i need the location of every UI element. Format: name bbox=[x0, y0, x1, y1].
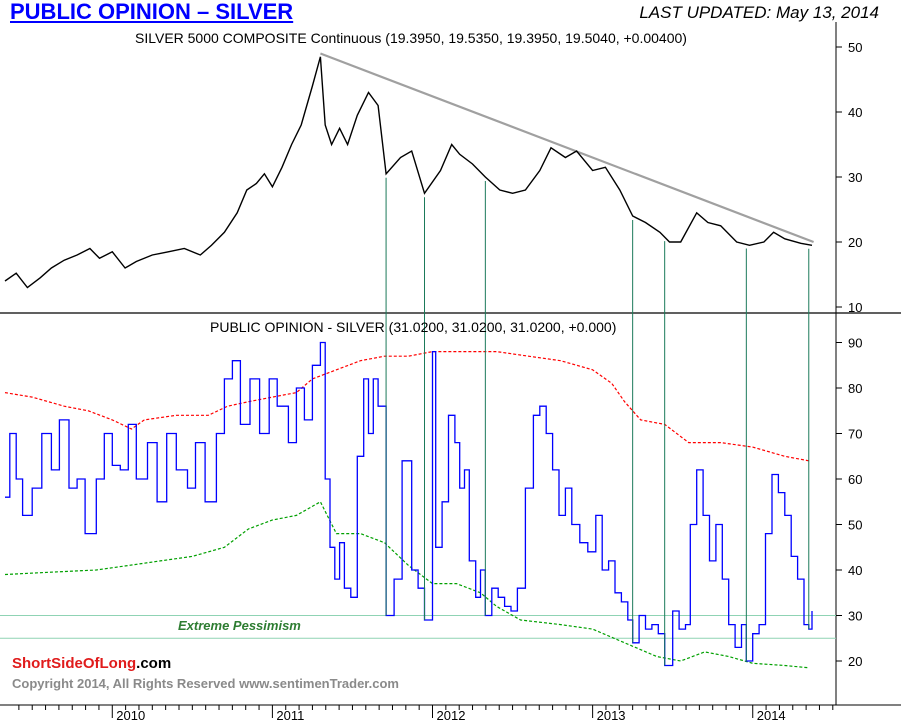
brand-logo: ShortSideOfLong.com bbox=[12, 655, 171, 672]
price-y-tick-label: 30 bbox=[848, 170, 862, 185]
public-opinion-line bbox=[5, 341, 813, 667]
opinion-y-tick-label: 60 bbox=[848, 472, 862, 487]
opinion-y-tick-label: 80 bbox=[848, 381, 862, 396]
resistance-trendline bbox=[320, 52, 814, 244]
page-title: PUBLIC OPINION – SILVER bbox=[10, 0, 294, 24]
price-panel-label: SILVER 5000 COMPOSITE Continuous (19.395… bbox=[135, 30, 687, 46]
last-updated: LAST UPDATED: May 13, 2014 bbox=[639, 3, 879, 22]
x-year-label: 2014 bbox=[757, 708, 786, 723]
x-year-label: 2010 bbox=[116, 708, 145, 723]
price-y-tick-label: 50 bbox=[848, 40, 862, 55]
price-y-tick-label: 10 bbox=[848, 300, 862, 315]
price-y-tick-label: 20 bbox=[848, 235, 862, 250]
x-year-label: 2013 bbox=[597, 708, 626, 723]
opinion-y-tick-label: 70 bbox=[848, 427, 862, 442]
opinion-panel-label: PUBLIC OPINION - SILVER (31.0200, 31.020… bbox=[210, 319, 617, 335]
opinion-y-tick-label: 40 bbox=[848, 563, 862, 578]
opinion-y-tick-label: 50 bbox=[848, 518, 862, 533]
extreme-pessimism-label: Extreme Pessimism bbox=[178, 618, 301, 633]
x-year-label: 2011 bbox=[276, 708, 304, 723]
brand-name: ShortSideOfLong bbox=[12, 655, 137, 672]
opinion-y-tick-label: 20 bbox=[848, 654, 862, 669]
brand-suffix: .com bbox=[136, 655, 172, 672]
x-year-label: 2012 bbox=[437, 708, 466, 723]
upper-band-line bbox=[4, 351, 809, 462]
silver-price-line bbox=[4, 56, 813, 289]
price-y-tick-label: 40 bbox=[848, 105, 862, 120]
lower-band-line bbox=[4, 500, 809, 669]
opinion-y-tick-label: 30 bbox=[848, 609, 862, 624]
copyright: Copyright 2014, All Rights Reserved www.… bbox=[12, 676, 399, 691]
opinion-y-tick-label: 90 bbox=[848, 336, 862, 351]
